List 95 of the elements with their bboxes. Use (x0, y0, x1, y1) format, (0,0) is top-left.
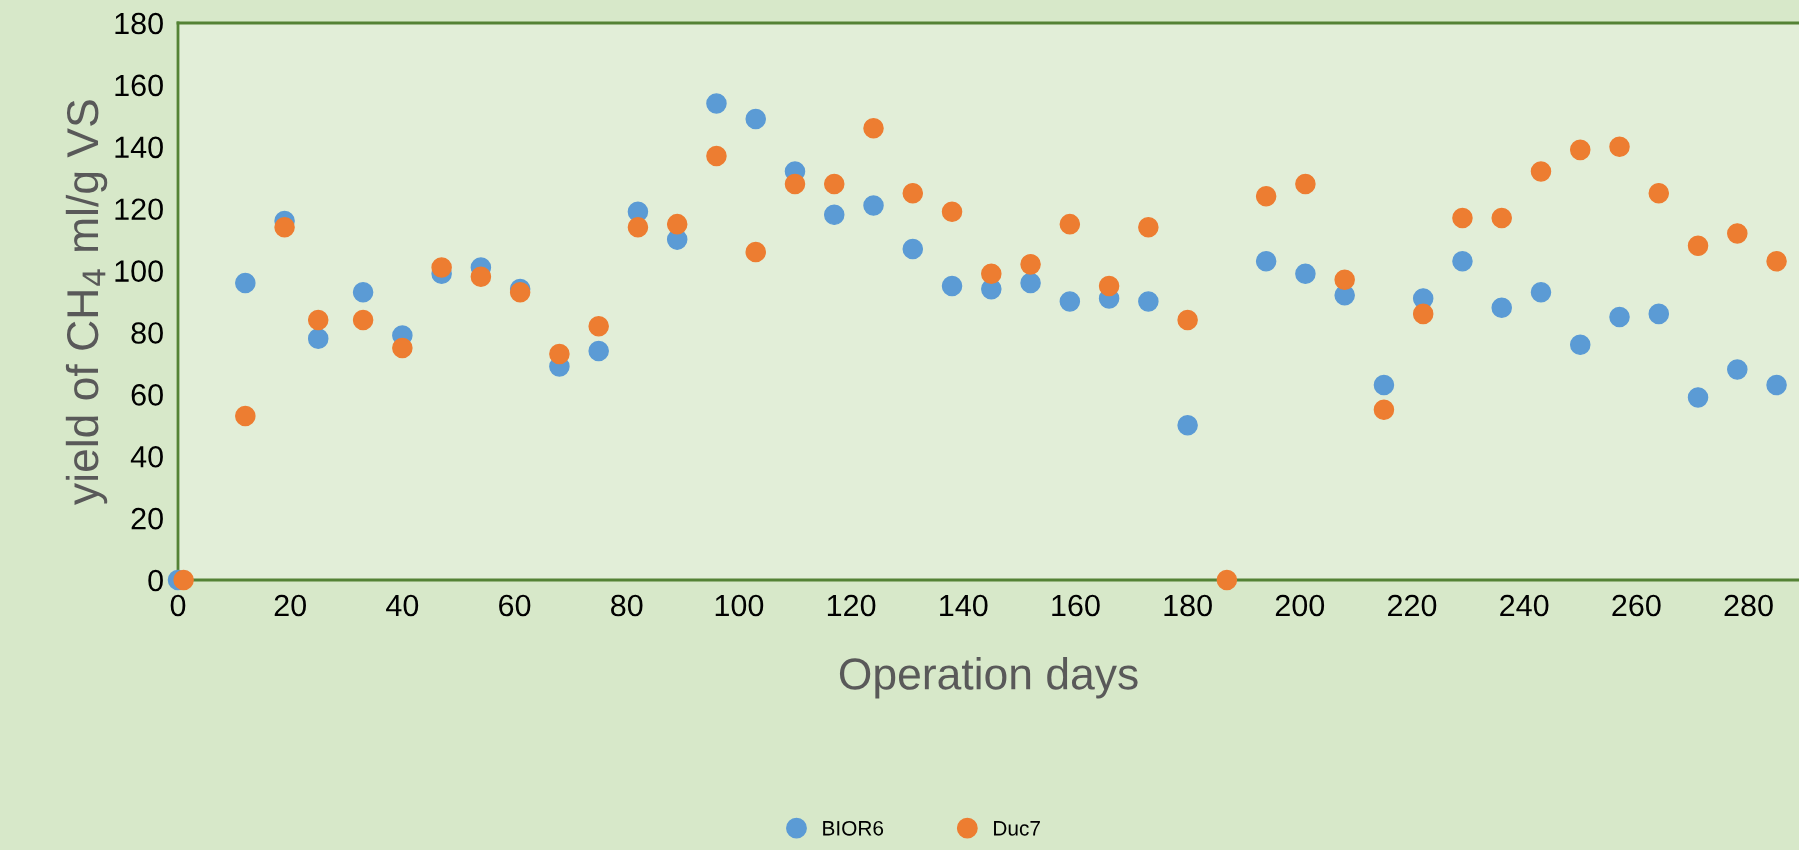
x-tick-label: 200 (1275, 594, 1325, 617)
point (981, 263, 1002, 284)
point (352, 309, 374, 331)
point (745, 108, 766, 130)
point (863, 117, 884, 139)
point (1687, 387, 1709, 408)
x-tick-label: 240 (1500, 594, 1549, 617)
point (1491, 207, 1512, 229)
point (1295, 173, 1316, 195)
point (666, 213, 688, 235)
point (1766, 251, 1787, 272)
x-tick-label: 220 (1388, 594, 1437, 617)
x-tick-label: 80 (611, 594, 643, 617)
point (470, 266, 492, 288)
point (1412, 303, 1434, 325)
point (1727, 359, 1748, 380)
point (173, 569, 194, 591)
point (1569, 334, 1591, 356)
point (1530, 161, 1552, 182)
y-tick-label: 100 (115, 260, 163, 282)
point (588, 340, 609, 362)
point (627, 216, 649, 238)
point (588, 315, 609, 337)
point (745, 241, 766, 263)
point (1098, 275, 1120, 297)
point (1609, 136, 1630, 158)
point (352, 281, 374, 303)
point (941, 275, 963, 297)
point (1216, 569, 1238, 591)
x-tick-label: 280 (1724, 594, 1773, 617)
point (1177, 415, 1198, 436)
point (1255, 186, 1277, 207)
x-tick-label: 260 (1612, 594, 1661, 617)
point (823, 173, 845, 195)
x-tick-label: 140 (940, 594, 988, 617)
x-tick-label: 160 (1052, 594, 1100, 617)
point (1295, 263, 1316, 284)
point (1373, 374, 1395, 396)
y-tick-label: 80 (131, 322, 163, 344)
point (1491, 297, 1512, 318)
point (1609, 306, 1630, 328)
point (902, 182, 924, 204)
point (1255, 251, 1277, 272)
point (1020, 272, 1041, 294)
point (549, 343, 570, 365)
y-tick-label: 40 (130, 445, 163, 468)
point (706, 93, 727, 114)
y-tick-label: 120 (115, 198, 163, 221)
point (1020, 254, 1041, 275)
point (1648, 182, 1670, 204)
legend-label: BIOR6 (823, 820, 884, 836)
point (863, 195, 884, 216)
point (1334, 269, 1355, 291)
point (1452, 251, 1473, 272)
y-tick-label: 140 (115, 136, 163, 159)
point (235, 405, 256, 427)
point (235, 272, 256, 294)
y-tick-label: 20 (131, 507, 163, 530)
point (823, 204, 845, 226)
point (1059, 291, 1081, 312)
x-tick-label: 60 (499, 594, 531, 617)
point (1373, 399, 1395, 421)
x-tick-label: 20 (274, 594, 306, 617)
point (1648, 303, 1670, 325)
point (274, 216, 295, 238)
point (392, 337, 413, 359)
point (1569, 139, 1591, 161)
point (784, 173, 806, 195)
y-axis-title: yield of CH$_{4}$ ml/g VS (65, 100, 108, 505)
point (307, 328, 329, 349)
point (1059, 213, 1081, 235)
point (1727, 223, 1748, 244)
point (902, 238, 924, 260)
x-axis-title: Operation days (839, 657, 1138, 699)
point (1530, 281, 1552, 303)
y-tick-label: 60 (131, 384, 163, 406)
point (1687, 235, 1709, 257)
point (431, 257, 452, 278)
x-tick-label: 180 (1164, 594, 1212, 617)
x-tick-label: 120 (827, 594, 876, 617)
x-tick-label: 0 (170, 594, 186, 617)
point (1452, 207, 1473, 229)
point (1138, 291, 1159, 312)
y-tick-label: 180 (115, 12, 163, 35)
point (1177, 309, 1198, 331)
point (1766, 374, 1787, 396)
point (941, 201, 963, 223)
x-tick-label: 100 (715, 594, 764, 617)
point (706, 145, 727, 167)
x-tick-label: 40 (386, 594, 419, 617)
point (1138, 216, 1159, 238)
legend-label: Duc7 (994, 821, 1040, 836)
point (307, 309, 329, 331)
y-tick-label: 0 (148, 569, 163, 592)
y-tick-label: 160 (115, 74, 163, 97)
